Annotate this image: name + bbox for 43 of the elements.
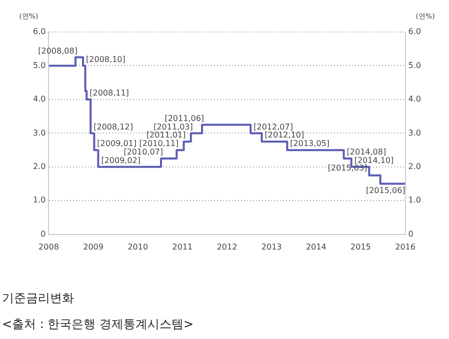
annotation: [2014,08] <box>346 148 386 157</box>
y-tick-label: 4.0 <box>32 94 46 104</box>
y-tick-label: 5.0 <box>32 60 46 70</box>
y2-tick-label: 6.0 <box>408 27 422 36</box>
x-tick-label: 2009 <box>83 242 104 252</box>
y2-tick-label: 5.0 <box>408 60 422 70</box>
annotation: [2010,07] <box>124 148 164 157</box>
x-tick-label: 2011 <box>172 242 193 252</box>
x-tick-label: 2013 <box>261 242 282 252</box>
annotation: [2012,07] <box>254 122 293 132</box>
annotation: [2014,10] <box>354 156 394 166</box>
annotation: [2011,06] <box>164 114 204 123</box>
annotation: [2012,10] <box>264 130 304 140</box>
annotation: [2013,05] <box>290 139 330 148</box>
y-tick-label: 1.0 <box>32 196 46 205</box>
y2-tick-label: 4.0 <box>408 94 422 104</box>
x-tick-label: 2014 <box>306 242 326 252</box>
y2-tick-label: 1.0 <box>408 196 422 205</box>
x-tick-label: 2016 <box>395 242 416 252</box>
y2-tick-label: 3.0 <box>408 128 422 138</box>
text: 기준금리변화 <box>2 290 74 307</box>
x-tick-label: 2012 <box>216 242 238 252</box>
y-tick-label: 3.0 <box>32 128 46 138</box>
y-tick-label: 6.0 <box>32 27 46 36</box>
x-tick-label: 2010 <box>128 242 148 252</box>
annotation: [2011,03] <box>154 122 193 132</box>
y2-tick-label: 0 <box>408 229 414 238</box>
annotation: [2011,01] <box>146 130 186 140</box>
annotation: [2009,01] <box>97 139 137 148</box>
x-tick-label: 2008 <box>38 242 59 252</box>
annotation: [2015,06] <box>366 186 406 195</box>
annotation: [2008,12] <box>94 122 133 132</box>
x-tick-label: 2015 <box>350 242 371 252</box>
y2-tick-label: 2.0 <box>408 162 422 172</box>
y-tick-label: 2.0 <box>32 162 46 172</box>
annotation: [2008,08] <box>38 46 78 56</box>
annotation: [2009,02] <box>101 156 141 166</box>
annotation: [2010,11] <box>139 139 179 148</box>
annotation: [2008,10] <box>86 54 126 64</box>
annotation: [2015,03] <box>328 163 368 172</box>
text: <출처 : 한국은행 경제통계시스템> <box>2 316 194 333</box>
annotation: [2008,11] <box>90 88 129 98</box>
y-tick-label: 0 <box>40 229 46 238</box>
